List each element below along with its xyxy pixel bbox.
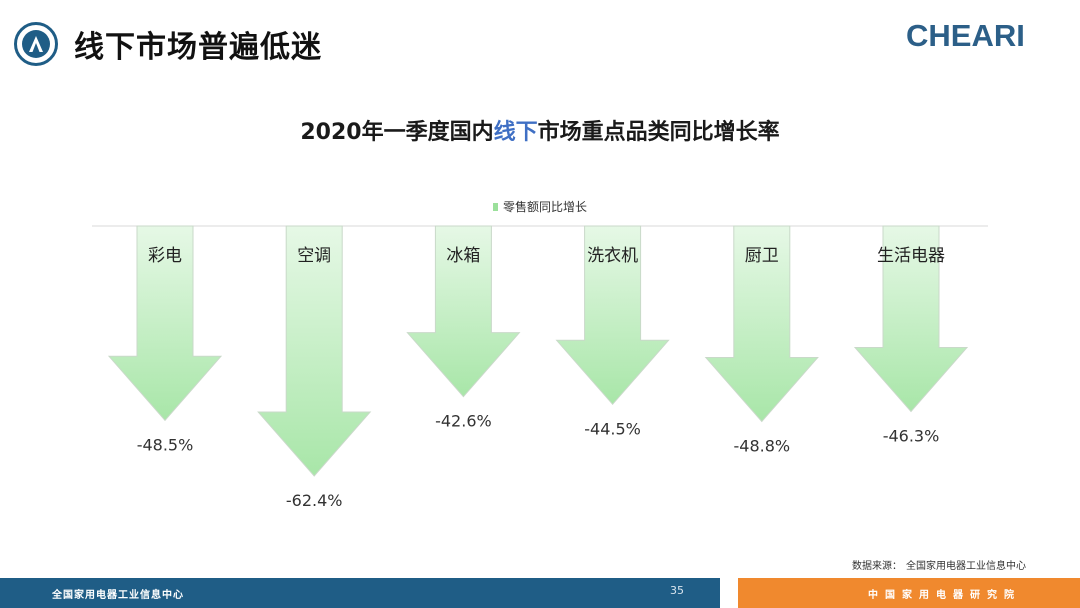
arrow-bar-6 [853,225,969,413]
arrow-chart: 彩电 -48.5% 空调 -62.4% 冰箱 -42.6% 洗衣机 -44.5% 厨卫 -48.8… [92,225,988,510]
category-label-4: 洗衣机 [587,246,638,266]
category-label-1: 彩电 [148,246,182,266]
arrow-bar-2 [257,225,372,477]
logo-emblem [14,22,58,66]
category-label-3: 冰箱 [446,246,480,266]
data-label-4: -44.5% [584,419,641,438]
chart-title-highlight: 线下 [493,120,538,145]
data-label-2: -62.4% [286,491,343,510]
data-label-5: -48.8% [733,437,790,456]
source-label: 数据来源： [852,561,902,572]
chart-legend: 零售额同比增长 [0,198,1080,215]
footer-bar-right [738,578,1080,608]
page-number: 35 [670,584,684,597]
chart-title-suffix: 市场重点品类同比增长率 [537,120,780,145]
arrow-bar-4 [555,225,670,406]
source-value: 全国家用电器工业信息中心 [906,561,1026,572]
cheari-logo: CHEARI [906,18,1025,52]
chart-title: 2020年一季度国内线下市场重点品类同比增长率 [0,114,1080,146]
footer-org-right: 中国家用电器研究院 [868,590,1021,601]
arrow-bar-1 [107,225,223,422]
arrow-bar-5 [704,225,819,423]
legend-label: 零售额同比增长 [502,200,587,214]
data-source: 数据来源： 全国家用电器工业信息中心 [852,557,1030,572]
footer-bar-left [0,578,720,608]
data-label-6: -46.3% [883,426,940,445]
category-label-6: 生活电器 [877,246,945,266]
data-label-3: -42.6% [435,412,492,431]
data-label-1: -48.5% [137,435,194,454]
chart-title-prefix: 2020年一季度国内 [300,120,494,145]
category-label-5: 厨卫 [745,246,779,266]
footer-org-left: 全国家用电器工业信息中心 [52,590,184,601]
arrow-bar-3 [406,225,521,398]
emblem-icon [22,30,50,58]
legend-swatch [492,203,498,211]
brand-text: CHEARI [906,18,1025,52]
page-title: 线下市场普遍低迷 [74,30,322,65]
category-label-2: 空调 [297,246,331,266]
